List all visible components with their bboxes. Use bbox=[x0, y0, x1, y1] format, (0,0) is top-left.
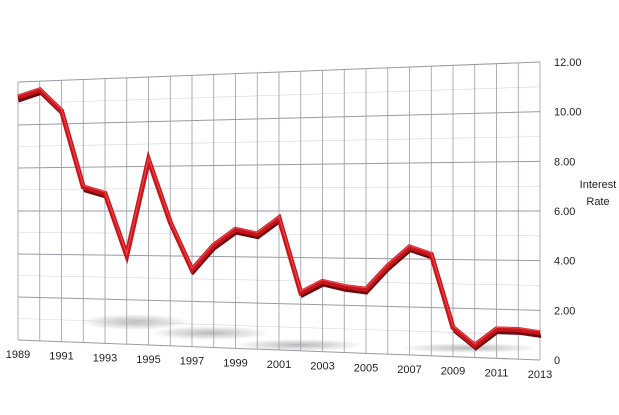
series-line-highlight bbox=[17, 87, 541, 345]
x-tick-label: 2003 bbox=[310, 361, 334, 373]
x-axis-ticks: 1989 1991 1993 1995 1997 1999 2001 2003 2005 2007… bbox=[6, 349, 552, 381]
x-tick-label: 1993 bbox=[93, 352, 117, 364]
y-tick-label: 10.00 bbox=[554, 107, 582, 119]
floor-shadows bbox=[80, 314, 540, 353]
y-tick-label: 6.00 bbox=[554, 206, 575, 218]
y-tick-label: 2.00 bbox=[554, 305, 575, 317]
y-tick-label: 0 bbox=[554, 355, 560, 367]
x-tick-label: 2009 bbox=[441, 366, 465, 378]
grid bbox=[17, 61, 541, 361]
x-tick-label: 2011 bbox=[485, 367, 509, 379]
y-axis-title-line-1: Interest bbox=[580, 179, 617, 191]
y-tick-label: 4.00 bbox=[554, 256, 575, 268]
x-tick-label: 2013 bbox=[528, 369, 552, 381]
y-axis-title-line-2: Rate bbox=[586, 196, 609, 208]
x-tick-label: 1997 bbox=[180, 356, 204, 368]
y-axis-ticks: 0 2.00 4.00 6.00 8.00 10.00 12.00 bbox=[554, 57, 582, 367]
x-tick-label: 1991 bbox=[49, 351, 73, 363]
x-tick-label: 1999 bbox=[223, 357, 247, 369]
x-tick-label: 1989 bbox=[6, 349, 30, 361]
x-tick-label: 2001 bbox=[267, 359, 291, 371]
x-tick-label: 2007 bbox=[397, 364, 421, 376]
y-tick-label: 8.00 bbox=[554, 156, 575, 168]
x-tick-label: 2005 bbox=[354, 362, 378, 374]
x-tick-label: 1995 bbox=[136, 354, 160, 366]
y-tick-label: 12.00 bbox=[554, 57, 582, 69]
series-ribbon bbox=[17, 86, 542, 352]
